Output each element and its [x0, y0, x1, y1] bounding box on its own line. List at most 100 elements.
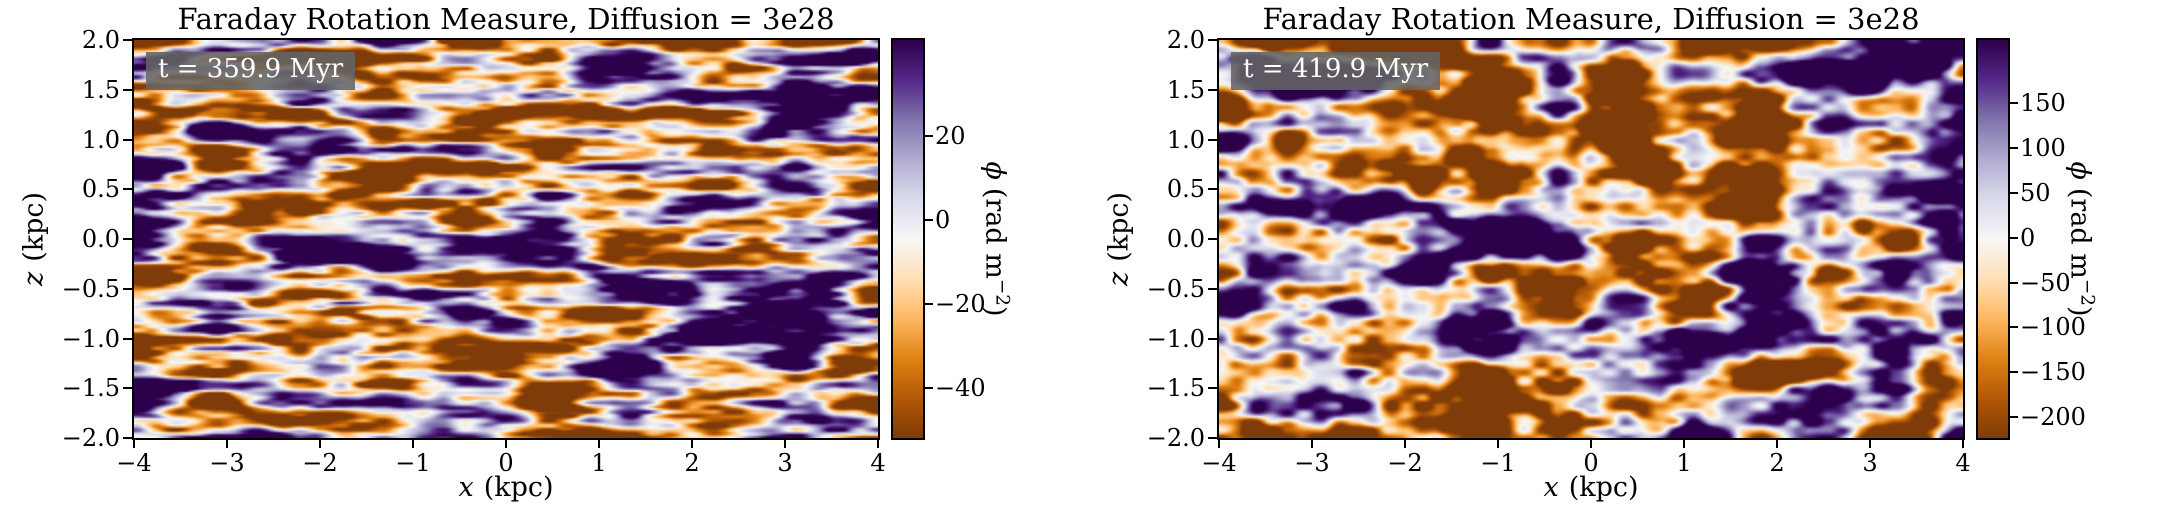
- heatmap-canvas: [134, 40, 878, 438]
- panel-title: Faraday Rotation Measure, Diffusion = 3e…: [1262, 2, 1920, 36]
- y-axis-variable: z: [18, 271, 50, 287]
- colorbar-tick-mark: [925, 219, 933, 222]
- x-tick-mark: [598, 439, 600, 448]
- colorbar: [1978, 40, 2008, 438]
- x-tick-label: 3: [1862, 449, 1878, 477]
- x-tick-mark: [1590, 439, 1592, 448]
- x-tick-mark: [226, 439, 228, 448]
- x-tick-mark: [1404, 439, 1406, 448]
- colorbar-label-variable: ϕ: [979, 161, 1011, 180]
- y-axis-unit: (kpc): [1103, 191, 1135, 262]
- y-axis-label: z (kpc): [19, 192, 50, 286]
- x-tick-label: −2: [302, 449, 338, 477]
- colorbar: [893, 40, 923, 438]
- x-tick-mark: [412, 439, 414, 448]
- x-tick-label: −4: [1201, 449, 1237, 477]
- y-tick-mark: [1208, 138, 1217, 141]
- x-tick-label: −1: [1480, 449, 1516, 477]
- colorbar-tick-mark: [2010, 146, 2018, 149]
- time-annotation: t = 359.9 Myr: [146, 52, 356, 90]
- colorbar-tick-label: −50: [2020, 268, 2071, 297]
- x-tick-mark: [877, 439, 879, 448]
- y-tick-label: 2.0: [1166, 26, 1205, 54]
- x-axis-variable: x: [458, 472, 474, 503]
- y-tick-label: −0.5: [1146, 274, 1205, 303]
- x-tick-mark: [319, 439, 321, 448]
- colorbar-label-unit: (rad m: [2064, 187, 2096, 279]
- x-tick-mark: [133, 439, 135, 448]
- colorbar-tick-label: −150: [2020, 358, 2086, 387]
- colorbar-tick-label: −40: [935, 373, 986, 402]
- y-tick-label: −0.5: [61, 274, 120, 303]
- x-tick-mark: [1776, 439, 1778, 448]
- colorbar-tick-label: 0: [935, 206, 951, 235]
- colorbar-label-exponent: −2: [2076, 278, 2098, 306]
- y-tick-mark: [1208, 39, 1217, 41]
- y-tick-mark: [123, 238, 132, 240]
- colorbar-tick-mark: [925, 135, 933, 138]
- y-tick-label: −1.0: [61, 324, 120, 353]
- panel-title: Faraday Rotation Measure, Diffusion = 3e…: [177, 2, 835, 36]
- y-tick-mark: [123, 437, 132, 439]
- x-axis-variable: x: [1543, 472, 1559, 503]
- y-tick-mark: [1208, 88, 1217, 91]
- x-tick-mark: [1311, 439, 1313, 448]
- colorbar-label-exponent: −2: [991, 278, 1013, 306]
- x-tick-label: −2: [1387, 449, 1423, 477]
- x-tick-mark: [1869, 439, 1871, 448]
- y-tick-label: 0.5: [81, 175, 120, 204]
- x-axis-label: x (kpc): [1543, 472, 1638, 503]
- x-tick-label: 1: [1676, 449, 1692, 477]
- x-axis-label: x (kpc): [458, 472, 553, 503]
- y-tick-mark: [1208, 387, 1217, 390]
- colorbar-label-unit: (rad m: [979, 187, 1011, 279]
- y-tick-mark: [123, 287, 132, 290]
- x-tick-mark: [691, 439, 693, 448]
- y-tick-mark: [1208, 337, 1217, 340]
- x-tick-label: −4: [116, 449, 152, 477]
- x-tick-mark: [1497, 439, 1499, 448]
- x-tick-mark: [1683, 439, 1685, 448]
- colorbar-label-variable: ϕ: [2064, 161, 2096, 180]
- colorbar-tick-label: 0: [2020, 223, 2036, 252]
- y-tick-label: −1.5: [61, 374, 120, 403]
- x-tick-mark: [1962, 439, 1964, 448]
- y-tick-label: 1.0: [81, 125, 120, 154]
- colorbar-tick-mark: [2010, 416, 2018, 419]
- colorbar-tick-label: 20: [935, 122, 966, 151]
- y-tick-mark: [1208, 287, 1217, 290]
- heatmap-panel-left: Faraday Rotation Measure, Diffusion = 3e…: [19, 2, 1013, 503]
- y-tick-label: 0.0: [81, 225, 120, 253]
- x-tick-label: 4: [1955, 449, 1971, 477]
- x-tick-mark: [505, 439, 507, 448]
- colorbar-tick-mark: [2010, 371, 2018, 374]
- y-tick-label: −2.0: [61, 424, 120, 452]
- y-tick-label: −1.5: [1146, 374, 1205, 403]
- y-tick-mark: [123, 188, 132, 191]
- y-axis-variable: z: [1103, 271, 1135, 287]
- x-tick-label: −3: [209, 449, 245, 477]
- y-tick-label: −2.0: [1146, 424, 1205, 452]
- y-tick-mark: [123, 387, 132, 390]
- colorbar-tick-mark: [2010, 326, 2018, 329]
- x-tick-label: 4: [870, 449, 886, 477]
- y-axis-label: z (kpc): [1104, 192, 1135, 286]
- x-tick-label: 3: [777, 449, 793, 477]
- colorbar-tick-label: −100: [2020, 313, 2086, 342]
- y-tick-label: 1.5: [1166, 75, 1205, 104]
- colorbar-tick-mark: [925, 386, 933, 389]
- y-tick-mark: [1208, 188, 1217, 191]
- y-tick-label: 0.5: [1166, 175, 1205, 204]
- y-tick-mark: [123, 88, 132, 91]
- x-axis-unit: (kpc): [1568, 472, 1639, 503]
- x-tick-mark: [784, 439, 786, 448]
- y-tick-label: 1.5: [81, 75, 120, 104]
- y-tick-label: 2.0: [81, 26, 120, 54]
- colorbar-tick-label: 100: [2020, 133, 2066, 162]
- y-tick-mark: [1208, 437, 1217, 439]
- y-tick-mark: [123, 138, 132, 141]
- y-tick-label: 0.0: [1166, 225, 1205, 253]
- time-annotation: t = 419.9 Myr: [1231, 52, 1441, 90]
- y-tick-mark: [123, 39, 132, 41]
